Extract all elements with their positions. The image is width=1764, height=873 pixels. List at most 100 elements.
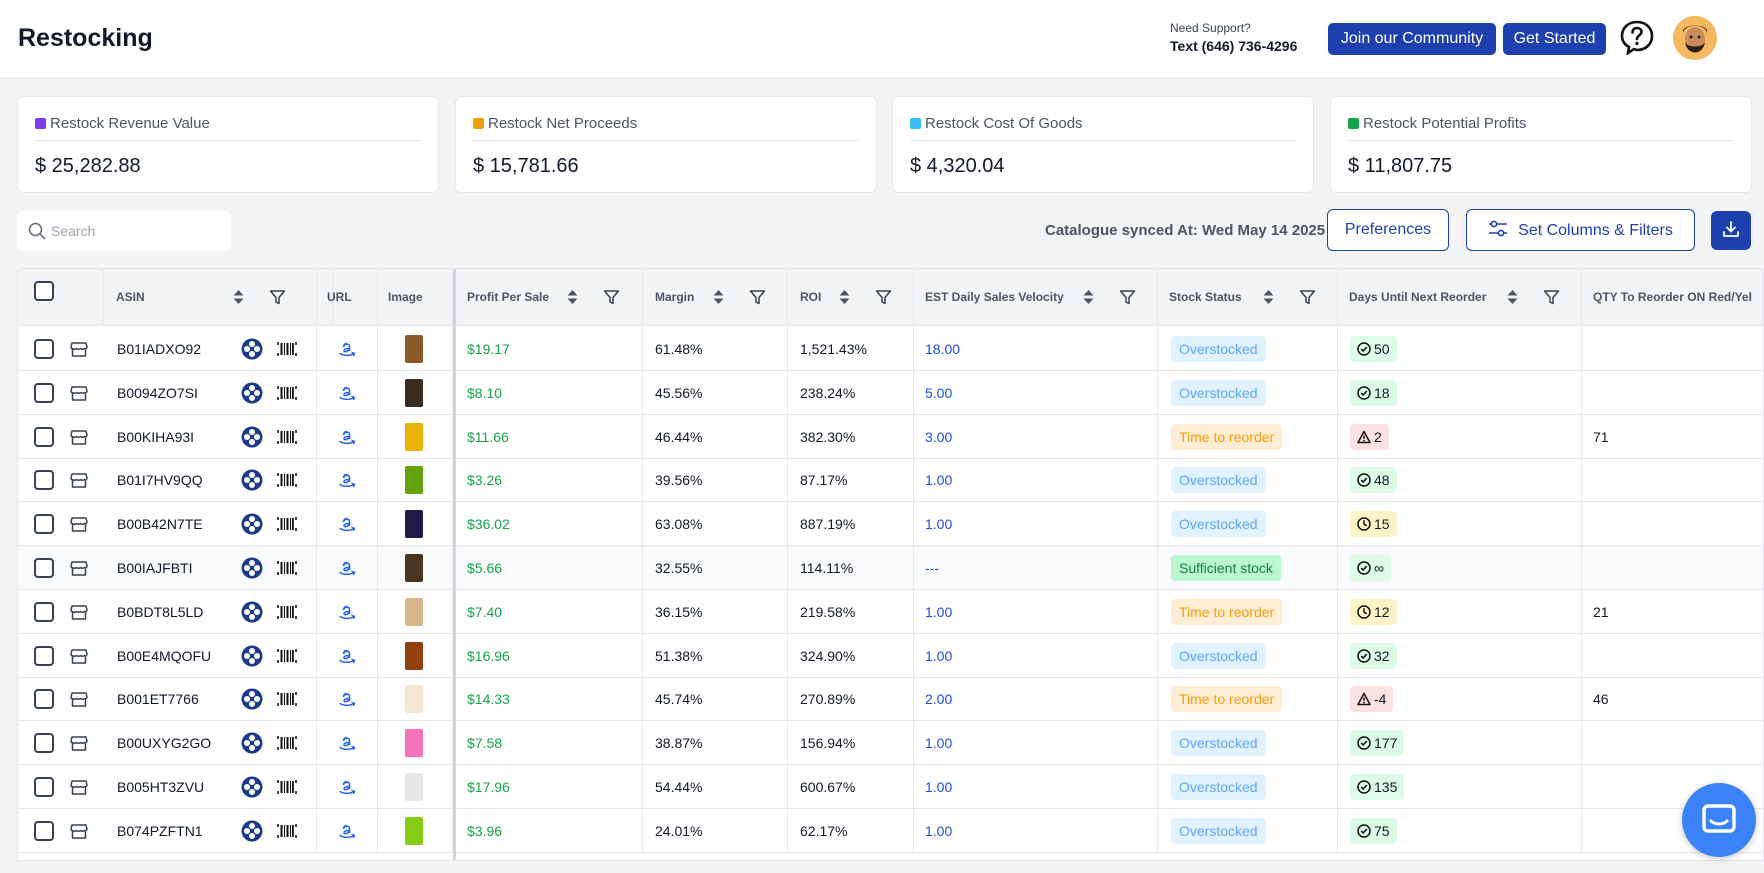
col-roi[interactable]: ROI	[788, 269, 914, 326]
keepa-icon[interactable]	[241, 469, 263, 496]
keepa-icon[interactable]	[241, 557, 263, 584]
col-qty-to-reorder[interactable]: QTY To Reorder ON Red/Yel	[1582, 269, 1763, 326]
amazon-link-icon[interactable]	[338, 341, 356, 362]
store-icon[interactable]	[70, 648, 88, 669]
row-checkbox[interactable]	[34, 601, 54, 622]
barcode-icon[interactable]	[277, 648, 297, 669]
avatar[interactable]	[1673, 16, 1717, 60]
table-row[interactable]: B005HT3ZVU $17.96 54.44% 600.67% 1.00 Oversto…	[18, 765, 1763, 809]
sort-icon[interactable]	[1506, 289, 1519, 310]
filter-icon[interactable]	[749, 289, 766, 311]
store-icon[interactable]	[70, 472, 88, 493]
sort-icon[interactable]	[838, 289, 851, 310]
table-row[interactable]: B0BDT8L5LD $7.40 36.15% 219.58% 1.00 Time to …	[18, 589, 1763, 634]
barcode-icon[interactable]	[277, 341, 297, 362]
product-thumbnail[interactable]	[405, 422, 423, 451]
product-thumbnail[interactable]	[405, 378, 423, 407]
store-icon[interactable]	[70, 604, 88, 625]
barcode-icon[interactable]	[277, 779, 297, 800]
filter-icon[interactable]	[1543, 289, 1560, 311]
table-row[interactable]: B00UXYG2GO $7.58 38.87% 156.94% 1.00 Overstoc…	[18, 721, 1763, 766]
filter-icon[interactable]	[1119, 289, 1136, 311]
asin-value[interactable]: B005HT3ZVU	[117, 779, 205, 795]
asin-value[interactable]: B01I7HV9QQ	[117, 472, 203, 489]
store-icon[interactable]	[70, 735, 88, 756]
amazon-link-icon[interactable]	[338, 691, 356, 712]
sort-icon[interactable]	[1082, 289, 1095, 310]
keepa-icon[interactable]	[241, 645, 263, 672]
keepa-icon[interactable]	[241, 338, 263, 365]
asin-value[interactable]: B00E4MQOFU	[117, 647, 212, 664]
store-icon[interactable]	[70, 779, 88, 800]
keepa-icon[interactable]	[241, 688, 263, 715]
search-input[interactable]	[51, 220, 221, 242]
product-thumbnail[interactable]	[405, 641, 423, 670]
sort-icon[interactable]	[1262, 289, 1275, 310]
asin-value[interactable]: B001ET7766	[117, 691, 199, 708]
row-checkbox[interactable]	[34, 820, 54, 841]
col-asin[interactable]: ASIN	[104, 269, 333, 326]
asin-value[interactable]: B074PZFTN1	[117, 822, 203, 839]
barcode-icon[interactable]	[277, 385, 297, 406]
amazon-link-icon[interactable]	[338, 472, 356, 493]
table-row[interactable]: B00E4MQOFU $16.96 51.38% 324.90% 1.00 Oversto…	[18, 633, 1763, 678]
row-checkbox[interactable]	[34, 339, 54, 359]
store-icon[interactable]	[70, 516, 88, 537]
store-icon[interactable]	[70, 385, 88, 406]
keepa-icon[interactable]	[241, 513, 263, 540]
product-thumbnail[interactable]	[405, 554, 423, 582]
product-thumbnail[interactable]	[405, 729, 423, 758]
product-thumbnail[interactable]	[405, 597, 423, 626]
search-box[interactable]	[17, 211, 231, 251]
barcode-icon[interactable]	[277, 516, 297, 537]
get-started-button[interactable]: Get Started	[1503, 23, 1606, 55]
asin-value[interactable]: B0094ZO7SI	[117, 384, 198, 401]
table-row[interactable]: B001ET7766 $14.33 45.74% 270.89% 2.00 Time to…	[18, 677, 1763, 722]
asin-value[interactable]: B01IADXO92	[117, 341, 202, 357]
amazon-link-icon[interactable]	[338, 516, 356, 537]
keepa-icon[interactable]	[241, 820, 263, 847]
keepa-icon[interactable]	[241, 426, 263, 453]
amazon-link-icon[interactable]	[338, 385, 356, 406]
product-thumbnail[interactable]	[405, 466, 423, 495]
table-row[interactable]: B074PZFTN1 $3.96 24.01% 62.17% 1.00 Overstock…	[18, 808, 1763, 853]
keepa-icon[interactable]	[241, 382, 263, 409]
download-button[interactable]	[1711, 211, 1751, 250]
table-row[interactable]: B0094ZO7SI $8.10 45.56% 238.24% 5.00 Overstoc…	[18, 370, 1763, 415]
row-checkbox[interactable]	[34, 470, 54, 491]
asin-value[interactable]: B00IAJFBTI	[117, 560, 193, 576]
row-checkbox[interactable]	[34, 558, 54, 578]
asin-value[interactable]: B00B42N7TE	[117, 516, 203, 533]
filter-icon[interactable]	[875, 289, 892, 311]
barcode-icon[interactable]	[277, 560, 297, 581]
row-checkbox[interactable]	[34, 645, 54, 666]
join-community-button[interactable]: Join our Community	[1328, 23, 1496, 55]
table-row[interactable]: B00B42N7TE $36.02 63.08% 887.19% 1.00 Oversto…	[18, 502, 1763, 547]
product-thumbnail[interactable]	[405, 816, 423, 845]
filter-icon[interactable]	[603, 289, 620, 311]
product-thumbnail[interactable]	[405, 510, 423, 539]
barcode-icon[interactable]	[277, 429, 297, 450]
col-stock-status[interactable]: Stock Status	[1158, 269, 1338, 326]
filter-icon[interactable]	[1299, 289, 1316, 311]
table-row[interactable]: B01I7HV9QQ $3.26 39.56% 87.17% 1.00 Overstock…	[18, 458, 1763, 503]
asin-value[interactable]: B00UXYG2GO	[117, 735, 212, 752]
product-thumbnail[interactable]	[405, 685, 423, 714]
row-checkbox[interactable]	[34, 514, 54, 535]
store-icon[interactable]	[70, 429, 88, 450]
amazon-link-icon[interactable]	[338, 648, 356, 669]
product-thumbnail[interactable]	[405, 773, 423, 801]
amazon-link-icon[interactable]	[338, 823, 356, 844]
col-profit[interactable]: Profit Per Sale	[456, 269, 643, 326]
store-icon[interactable]	[70, 341, 88, 362]
amazon-link-icon[interactable]	[338, 560, 356, 581]
keepa-icon[interactable]	[241, 776, 263, 803]
col-margin[interactable]: Margin	[643, 269, 788, 326]
store-icon[interactable]	[70, 691, 88, 712]
amazon-link-icon[interactable]	[338, 429, 356, 450]
barcode-icon[interactable]	[277, 823, 297, 844]
row-checkbox[interactable]	[34, 426, 54, 447]
row-checkbox[interactable]	[34, 382, 54, 403]
chat-widget-button[interactable]	[1682, 783, 1756, 857]
barcode-icon[interactable]	[277, 604, 297, 625]
